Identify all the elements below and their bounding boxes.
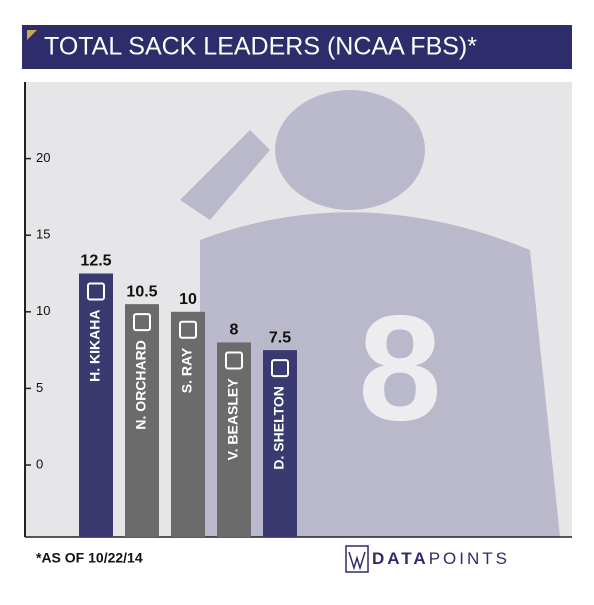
bar (263, 350, 297, 537)
title-bar (22, 25, 572, 69)
bar-label: V. BEASLEY (225, 378, 241, 461)
team-logo (133, 313, 151, 332)
brand-logo (345, 545, 369, 573)
brand-bold: DATA (372, 549, 429, 568)
y-tick-label: 10 (36, 303, 50, 318)
team-logo (179, 320, 197, 339)
bar (79, 273, 113, 537)
y-tick-label: 20 (36, 150, 50, 165)
bar-label: D. SHELTON (271, 386, 287, 470)
bar (125, 304, 159, 537)
bar-label: S. RAY (179, 347, 195, 393)
brand-logo-mark (348, 551, 366, 571)
value-label: 10.5 (126, 283, 157, 300)
bar-label: N. ORCHARD (133, 340, 149, 429)
team-logo (225, 351, 243, 370)
bar-label: H. KIKAHA (87, 309, 103, 381)
brand: DATAPOINTS (372, 549, 510, 568)
value-label: 10 (179, 291, 197, 308)
bar (217, 342, 251, 537)
value-label: 8 (230, 322, 239, 339)
chart-title: TOTAL SACK LEADERS (NCAA FBS)* (44, 33, 477, 61)
y-tick-label: 0 (36, 456, 43, 471)
team-logo (87, 282, 105, 301)
title-accent (27, 30, 37, 40)
value-label: 7.5 (269, 329, 291, 346)
y-tick-label: 5 (36, 380, 43, 395)
brand-rest: POINTS (429, 549, 510, 568)
plot-background (25, 82, 572, 537)
team-logo (271, 359, 289, 378)
y-tick-label: 15 (36, 227, 50, 242)
svg-text:8: 8 (358, 284, 441, 452)
bar (171, 311, 205, 537)
footnote: *AS OF 10/22/14 (36, 550, 143, 566)
value-label: 12.5 (80, 253, 111, 270)
